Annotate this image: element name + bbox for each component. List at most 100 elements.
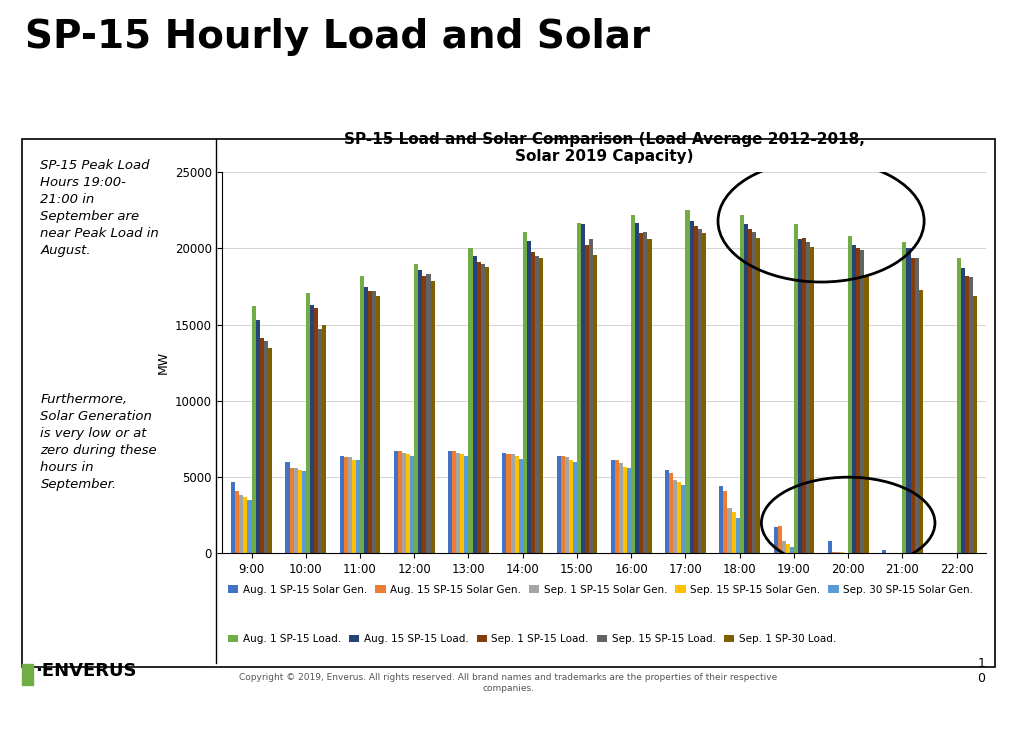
Bar <box>573 462 577 553</box>
Bar <box>786 545 790 553</box>
Bar <box>251 306 255 553</box>
Bar <box>698 229 702 553</box>
Bar <box>372 291 376 553</box>
Bar <box>882 550 886 553</box>
Bar <box>632 215 636 553</box>
Bar <box>856 248 860 553</box>
Y-axis label: MW: MW <box>157 351 170 375</box>
Text: Furthermore,
Solar Generation
is very low or at
zero during these
hours in
Septe: Furthermore, Solar Generation is very lo… <box>41 393 157 490</box>
Bar <box>902 243 906 553</box>
Bar <box>906 248 910 553</box>
Bar <box>418 270 422 553</box>
Bar <box>589 240 593 553</box>
Bar <box>957 257 961 553</box>
Bar <box>774 528 778 553</box>
Bar <box>364 287 368 553</box>
Bar <box>961 268 965 553</box>
Text: SP-15 Hourly Load and Solar: SP-15 Hourly Load and Solar <box>25 18 651 56</box>
Bar <box>914 257 918 553</box>
Bar <box>973 295 977 553</box>
Bar <box>756 237 760 553</box>
Legend: Aug. 1 SP-15 Solar Gen., Aug. 15 SP-15 Solar Gen., Sep. 1 SP-15 Solar Gen., Sep.: Aug. 1 SP-15 Solar Gen., Aug. 15 SP-15 S… <box>224 581 977 599</box>
Bar <box>430 281 434 553</box>
Bar <box>910 257 914 553</box>
Bar <box>577 223 581 553</box>
Bar <box>790 548 794 553</box>
Bar <box>681 485 685 553</box>
Bar <box>965 276 969 553</box>
Bar <box>619 463 623 553</box>
Bar <box>348 457 352 553</box>
Bar <box>735 518 739 553</box>
Bar <box>368 291 372 553</box>
Bar <box>848 236 852 553</box>
Bar <box>511 454 515 553</box>
Bar <box>593 254 597 553</box>
Bar <box>477 262 481 553</box>
Bar <box>527 241 531 553</box>
Bar <box>673 480 677 553</box>
Bar <box>473 256 477 553</box>
Bar <box>690 221 694 553</box>
Bar <box>564 457 569 553</box>
Bar <box>723 491 727 553</box>
Bar <box>677 482 681 553</box>
Bar <box>360 276 364 553</box>
Bar <box>531 251 535 553</box>
Bar <box>461 454 465 553</box>
Bar <box>448 452 453 553</box>
Bar <box>356 460 360 553</box>
Bar <box>832 552 836 553</box>
Bar <box>298 470 302 553</box>
Bar <box>410 456 414 553</box>
Bar <box>840 552 844 553</box>
Bar <box>267 347 272 553</box>
Bar <box>247 500 251 553</box>
Bar <box>515 456 519 553</box>
Bar <box>685 210 690 553</box>
Bar <box>860 250 864 553</box>
Bar <box>344 457 348 553</box>
Bar <box>322 325 326 553</box>
Bar <box>414 264 418 553</box>
Bar <box>778 526 782 553</box>
Bar <box>314 308 318 553</box>
Text: 1
0: 1 0 <box>977 658 985 685</box>
Bar <box>290 468 294 553</box>
Bar <box>310 305 314 553</box>
Bar <box>294 468 298 553</box>
Bar <box>569 460 573 553</box>
Title: SP-15 Load and Solar Comparison (Load Average 2012-2018,
Solar 2019 Capacity): SP-15 Load and Solar Comparison (Load Av… <box>344 132 864 164</box>
Text: Copyright © 2019, Enverus. All rights reserved. All brand names and trademarks a: Copyright © 2019, Enverus. All rights re… <box>239 674 778 693</box>
Bar <box>811 247 815 553</box>
Bar <box>581 224 585 553</box>
Bar <box>376 295 380 553</box>
Bar <box>702 233 706 553</box>
Bar <box>585 246 589 553</box>
Bar <box>627 468 632 553</box>
Bar <box>235 491 239 553</box>
Bar <box>694 226 698 553</box>
Legend: Aug. 1 SP-15 Load., Aug. 15 SP-15 Load., Sep. 1 SP-15 Load., Sep. 15 SP-15 Load.: Aug. 1 SP-15 Load., Aug. 15 SP-15 Load.,… <box>224 630 840 648</box>
Bar <box>669 473 673 553</box>
Bar <box>828 541 832 553</box>
Bar <box>523 232 527 553</box>
Bar <box>719 486 723 553</box>
Bar <box>506 454 511 553</box>
Bar <box>422 276 426 553</box>
Bar <box>239 496 243 553</box>
Bar <box>864 276 869 553</box>
Bar <box>560 456 564 553</box>
Bar <box>398 452 402 553</box>
Bar <box>794 224 798 553</box>
Bar <box>453 452 457 553</box>
Bar <box>539 257 543 553</box>
Bar <box>747 229 752 553</box>
Bar <box>640 233 644 553</box>
Bar <box>263 342 267 553</box>
Bar <box>852 246 856 553</box>
Bar <box>352 460 356 553</box>
Bar <box>556 456 560 553</box>
Bar <box>806 243 811 553</box>
Bar <box>636 223 640 553</box>
